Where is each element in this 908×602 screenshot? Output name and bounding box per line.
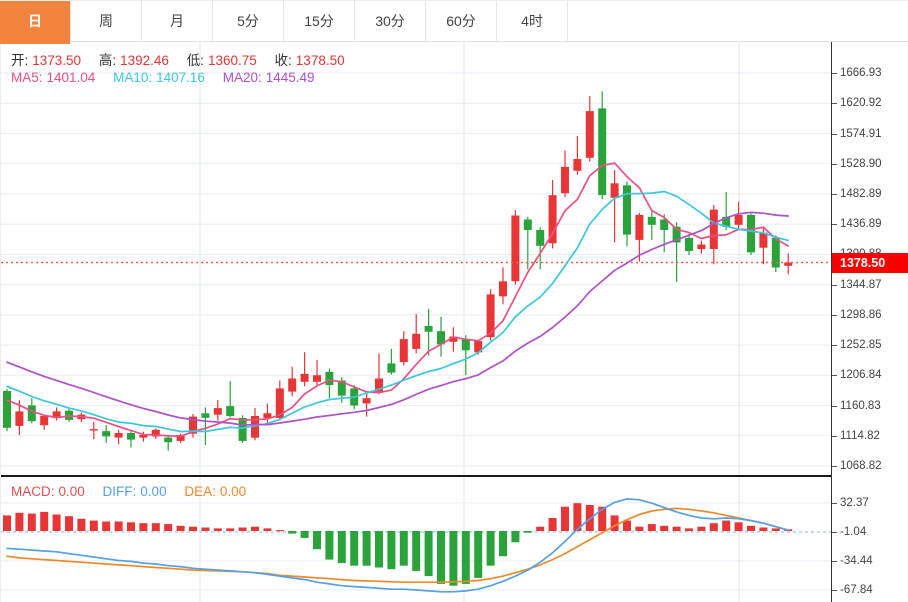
price-axis-label: 1666.93 xyxy=(832,67,882,79)
macd-axis-label: -1.04 xyxy=(832,526,866,538)
price-axis-label: 1344.87 xyxy=(832,279,882,291)
current-price-tag: 1378.50 xyxy=(832,252,908,273)
tab-day[interactable]: 日 xyxy=(0,1,71,44)
price-axis-label: 1114.82 xyxy=(832,430,880,442)
price-axis: 1378.50 1666.93 1620.92 1574.91 1528.90 1482… xyxy=(831,41,908,602)
close-label: 收: xyxy=(274,53,292,68)
price-axis-label: 1574.91 xyxy=(832,128,882,140)
macd-readout: MACD: 0.00 DIFF: 0.00 DEA: 0.00 xyxy=(11,484,250,499)
tab-5min[interactable]: 5分 xyxy=(213,1,284,41)
price-axis-label: 1482.89 xyxy=(832,188,882,200)
ma20-label: MA20: xyxy=(222,70,262,85)
price-axis-label: 1252.85 xyxy=(832,339,882,351)
tab-15min[interactable]: 15分 xyxy=(284,1,355,41)
price-axis-label: 1436.89 xyxy=(832,218,882,230)
ma20-value: 1445.49 xyxy=(265,70,315,85)
open-label: 开: xyxy=(11,53,29,68)
dea-value: 0.00 xyxy=(219,484,247,499)
low-label: 低: xyxy=(186,53,204,68)
chart-area: 开: 1373.50 高: 1392.46 低: 1360.75 收: 1378.50 … xyxy=(0,41,908,602)
dea-label: DEA: xyxy=(184,484,216,499)
tab-30min[interactable]: 30分 xyxy=(355,1,426,41)
timeframe-tabbar: 日 周 月 5分 15分 30分 60分 4时 xyxy=(0,0,908,44)
macd-label: MACD: xyxy=(11,484,55,499)
price-axis-label: 1160.83 xyxy=(832,400,881,412)
low-value: 1360.75 xyxy=(207,53,257,68)
tab-month[interactable]: 月 xyxy=(142,1,213,41)
ma10-value: 1407.16 xyxy=(156,70,205,85)
tab-4hour[interactable]: 4时 xyxy=(497,1,568,41)
price-axis-label: 1298.86 xyxy=(832,309,882,321)
tab-week[interactable]: 周 xyxy=(71,1,142,41)
macd-axis-label: -34.44 xyxy=(832,555,873,567)
macd-value: 0.00 xyxy=(58,484,85,499)
ma10-label: MA10: xyxy=(113,70,153,85)
price-axis-label: 1068.82 xyxy=(832,460,882,472)
open-value: 1373.50 xyxy=(32,53,82,68)
tab-60min[interactable]: 60分 xyxy=(426,1,497,41)
price-axis-label: 1528.90 xyxy=(832,158,882,170)
high-label: 高: xyxy=(98,53,117,68)
diff-label: DIFF: xyxy=(102,484,137,499)
close-value: 1378.50 xyxy=(295,53,345,68)
macd-axis-label: -67.84 xyxy=(832,584,873,596)
diff-value: 0.00 xyxy=(140,484,167,499)
ma-readout: MA5: 1401.04 MA10: 1407.16 MA20: 1445.49 xyxy=(11,70,319,85)
price-axis-label: 1206.84 xyxy=(832,369,882,381)
panel-separator xyxy=(1,475,831,477)
ohlc-readout: 开: 1373.50 高: 1392.46 低: 1360.75 收: 1378.50 xyxy=(11,49,349,69)
ma5-value: 1401.04 xyxy=(46,70,96,85)
macd-chart[interactable] xyxy=(1,477,831,602)
candlestick-chart[interactable] xyxy=(1,41,831,475)
high-value: 1392.46 xyxy=(120,53,169,68)
price-axis-label: 1620.92 xyxy=(832,97,882,109)
ma5-label: MA5: xyxy=(11,70,43,85)
macd-axis-label: 32.37 xyxy=(832,497,869,509)
